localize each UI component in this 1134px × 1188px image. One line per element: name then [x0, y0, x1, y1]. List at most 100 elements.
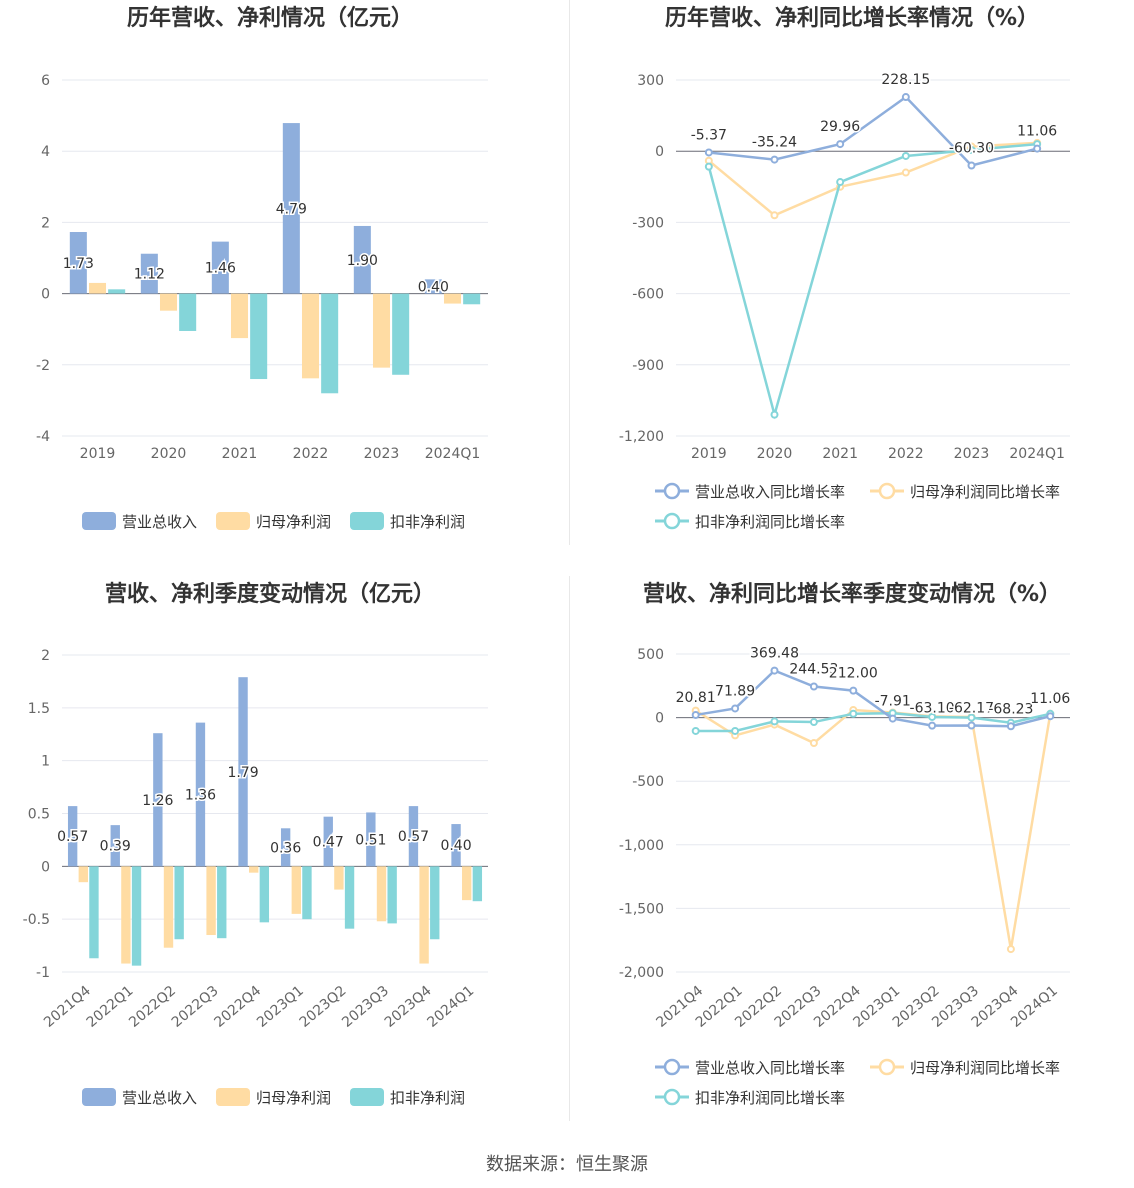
divider-top: [569, 0, 570, 545]
y-tick-label: 1.5: [28, 701, 50, 717]
legend-item: 营业总收入: [82, 512, 197, 531]
bar: [353, 225, 371, 294]
bar: [174, 866, 184, 940]
bar: [131, 866, 142, 966]
x-tick-label: 2023Q1: [254, 983, 307, 1031]
series-point: [836, 140, 845, 149]
legend-marker: [878, 482, 896, 500]
line-data-label: 11.06: [1030, 691, 1070, 707]
series-point: [770, 717, 779, 726]
x-tick-label: 2024Q1: [1009, 446, 1065, 462]
bar: [217, 866, 227, 939]
series-point: [1006, 945, 1015, 954]
y-tick-label: 0.5: [28, 807, 50, 823]
bar-data-label: 0.47: [313, 835, 344, 851]
legend-item: 扣非净利润同比增长率: [655, 1088, 845, 1107]
legend-swatch: [350, 512, 384, 530]
series-point: [770, 211, 779, 220]
series-point: [967, 721, 976, 730]
series-line: [695, 711, 1051, 733]
y-tick-label: 4: [41, 144, 50, 160]
x-tick-label: 2021: [222, 446, 258, 462]
line-data-label: 228.15: [881, 72, 930, 88]
line-data-label: 20.81: [676, 690, 716, 706]
series-point: [967, 713, 976, 722]
legend-item: 营业总收入同比增长率: [655, 482, 845, 501]
x-tick-label: 2023: [954, 446, 990, 462]
x-tick-label: 2021Q4: [41, 983, 94, 1031]
bar-data-label: 0.39: [100, 839, 131, 855]
bar: [140, 253, 158, 294]
series-point: [809, 718, 818, 727]
series-point: [967, 161, 976, 170]
bar: [211, 241, 229, 294]
legend-label: 归母净利润: [256, 1089, 331, 1107]
bar: [291, 866, 301, 914]
legend-marker: [663, 512, 681, 530]
series-point: [849, 686, 858, 695]
bar-data-label: 1.46: [205, 261, 236, 277]
series-point: [1046, 712, 1055, 721]
bar: [462, 866, 472, 901]
bar: [376, 866, 387, 922]
bar: [195, 722, 206, 867]
bar: [238, 677, 248, 867]
legend-label: 营业总收入同比增长率: [695, 483, 845, 501]
bar: [249, 866, 259, 873]
quarterly-revenue-profit-chart: 营收、净利季度变动情况（亿元） 2 1.5 1 0.5 0 -0.5 -1 2021Q4 2022…: [0, 576, 567, 1152]
legend-label: 营业总收入: [122, 513, 197, 531]
series-point: [928, 712, 937, 721]
line-data-label: 71.89: [715, 683, 755, 699]
series-point: [809, 682, 818, 691]
legend-swatch: [82, 1088, 116, 1106]
legend-marker: [663, 1088, 681, 1106]
annual-revenue-profit-chart: 历年营收、净利情况（亿元） 6 4 2 0 -2 -4 2019 2020 2021 2022 202…: [0, 0, 567, 576]
bar-data-label: 4.79: [276, 201, 307, 217]
bar: [163, 866, 174, 948]
series-point: [704, 162, 713, 171]
quarterly-growth-rate-svg: 营收、净利同比增长率季度变动情况（%） 500 0 -500 -1,000 -1,500 -…: [619, 581, 1072, 1107]
bar-data-label: 0.36: [270, 840, 301, 856]
series-point: [704, 148, 713, 157]
series-point: [849, 709, 858, 718]
x-tick-label: 2022Q2: [126, 983, 179, 1031]
y-tick-label: 0: [41, 859, 50, 875]
y-tick-label: -2: [36, 358, 50, 374]
bar: [153, 733, 163, 867]
bar: [321, 293, 339, 394]
series-point: [1006, 722, 1015, 731]
bar-data-label: 1.79: [227, 765, 258, 781]
x-tick-label: 2022Q3: [169, 983, 222, 1031]
quarterly-revenue-profit-svg: 营收、净利季度变动情况（亿元）21.510.50-0.5-12021Q42022…: [23, 581, 488, 1107]
bar: [230, 293, 249, 339]
series-point: [691, 710, 700, 719]
bar: [302, 866, 312, 920]
legend-item: 扣非净利润: [350, 1088, 465, 1107]
bar: [78, 866, 88, 883]
y-tick-label: 500: [637, 647, 664, 663]
series-point: [770, 155, 779, 164]
legend-item: 营业总收入: [82, 1088, 197, 1107]
y-tick-label: 0: [655, 144, 664, 160]
y-tick-label: -500: [632, 774, 664, 790]
x-tick-label: 2020: [757, 446, 793, 462]
bar: [387, 866, 397, 924]
bar: [89, 866, 99, 959]
y-tick-label: 300: [637, 73, 664, 89]
y-tick-label: 2: [41, 648, 50, 664]
y-tick-label: -1,200: [619, 429, 664, 445]
divider-bottom: [569, 576, 570, 1121]
series-line: [708, 141, 1038, 217]
bar-data-label: 1.73: [63, 256, 94, 272]
y-tick-label: 0: [655, 711, 664, 727]
legend-label: 营业总收入: [122, 1089, 197, 1107]
bar: [282, 123, 300, 294]
bar: [301, 293, 320, 379]
bar: [472, 866, 483, 902]
bar: [159, 293, 178, 311]
legend-swatch: [216, 512, 250, 530]
series-point: [901, 168, 910, 177]
line-data-label: 369.48: [750, 646, 799, 662]
legend-label: 归母净利润同比增长率: [910, 1059, 1060, 1077]
x-tick-label: 2020: [151, 446, 187, 462]
